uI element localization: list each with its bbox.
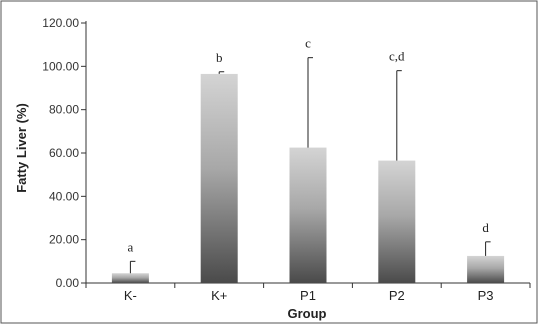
- x-tick-label: P2: [389, 288, 405, 303]
- y-tick-label: 60.00: [49, 146, 79, 160]
- bar: [289, 147, 327, 283]
- y-tick-label: 120.00: [42, 16, 79, 30]
- marks-layer: 0.00 20.00 40.00 60.00 80.00 100.00 120.00 a K-b…: [42, 16, 531, 303]
- bar: [378, 160, 416, 283]
- x-tick-label: P3: [478, 288, 494, 303]
- significance-label: b: [216, 50, 223, 65]
- bar: [111, 273, 149, 283]
- y-tick-label: 0.00: [56, 276, 80, 290]
- significance-label: a: [128, 239, 134, 254]
- x-tick-label: K+: [211, 288, 227, 303]
- y-tick-label: 40.00: [49, 189, 79, 203]
- bar: [467, 255, 505, 283]
- bar: [200, 73, 238, 284]
- significance-label: c: [305, 36, 311, 51]
- significance-label: c,d: [389, 49, 405, 64]
- x-axis-title: Group: [288, 306, 327, 321]
- y-tick-label: 20.00: [49, 233, 79, 247]
- x-tick-label: P1: [300, 288, 316, 303]
- y-tick-label: 100.00: [42, 59, 79, 73]
- y-tick-label: 80.00: [49, 103, 79, 117]
- y-axis-title: Fatty Liver (%): [14, 103, 29, 193]
- x-tick-label: K-: [124, 288, 137, 303]
- significance-label: d: [482, 220, 489, 235]
